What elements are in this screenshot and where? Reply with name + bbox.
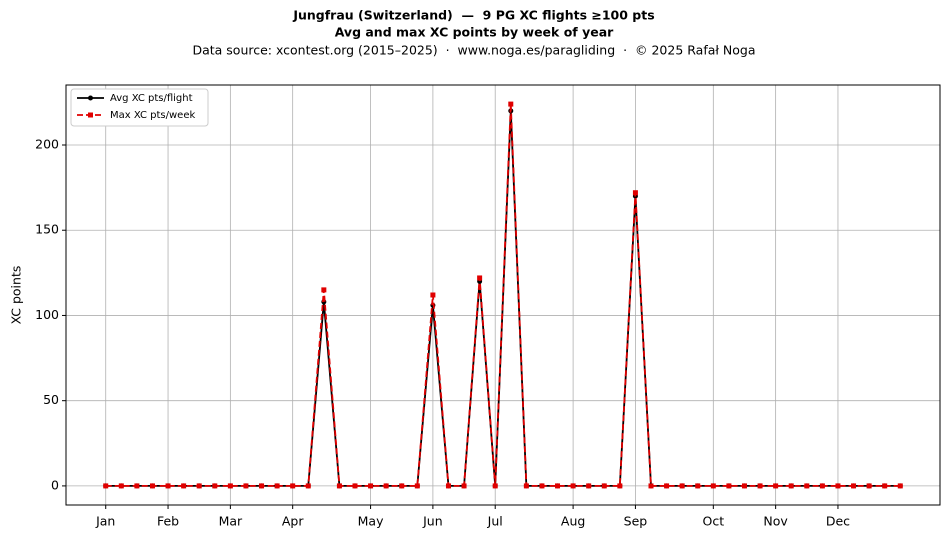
point (695, 483, 701, 489)
x-tick-label: Nov (763, 514, 788, 529)
point (321, 287, 327, 293)
point (523, 483, 529, 489)
point (710, 483, 716, 489)
point (259, 483, 265, 489)
x-tick-label: Apr (282, 514, 304, 529)
x-tick-label: Dec (826, 514, 850, 529)
point (586, 483, 592, 489)
point (804, 483, 810, 489)
point (212, 483, 218, 489)
legend-marker (88, 95, 93, 101)
point (290, 483, 296, 489)
point (196, 483, 202, 489)
point (368, 483, 374, 489)
point (570, 483, 576, 489)
y-axis-label: XC points (9, 266, 24, 325)
point (866, 483, 872, 489)
y-tick-label: 0 (51, 477, 59, 492)
point (445, 483, 451, 489)
y-tick-label: 150 (35, 222, 59, 237)
point (601, 483, 607, 489)
legend-box (70, 88, 209, 127)
point (181, 483, 187, 489)
point (430, 292, 436, 298)
point (383, 483, 389, 489)
legend: Avg XC pts/flight Max XC pts/week (70, 88, 209, 127)
point (726, 483, 732, 489)
x-tick-label: Aug (561, 514, 585, 529)
chart-subtitle: Avg and max XC points by week of year (335, 25, 614, 40)
series-line (105, 104, 901, 487)
point (165, 483, 171, 489)
point (477, 275, 483, 281)
x-tick-label: May (358, 514, 384, 529)
point (414, 483, 420, 489)
point (897, 483, 903, 489)
point (819, 483, 825, 489)
point (149, 483, 155, 489)
point (103, 483, 109, 489)
plot-frame (65, 84, 941, 506)
point (227, 483, 233, 489)
point (757, 483, 763, 489)
point (461, 483, 467, 489)
legend-label: Avg XC pts/flight (110, 93, 193, 104)
point (274, 483, 280, 489)
legend-marker (88, 112, 93, 118)
point (336, 483, 342, 489)
chart-title: Jungfrau (Switzerland) — 9 PG XC flights… (292, 8, 654, 23)
point (555, 483, 561, 489)
x-tick-label: Sep (624, 514, 648, 529)
x-tick-label: Jan (95, 514, 115, 529)
x-tick-label: Mar (219, 514, 243, 529)
point (399, 483, 405, 489)
y-tick-label: 100 (35, 307, 59, 322)
point (243, 483, 249, 489)
point (679, 483, 685, 489)
point (508, 101, 514, 107)
x-tick-label: Oct (703, 514, 725, 529)
point (773, 483, 779, 489)
point (632, 190, 638, 196)
point (617, 483, 623, 489)
point (305, 483, 311, 489)
point (134, 483, 140, 489)
point (118, 483, 124, 489)
x-tick-label: Jul (487, 514, 503, 529)
x-tick-label: Jun (422, 514, 443, 529)
point (851, 483, 857, 489)
y-tick-label: 50 (43, 392, 59, 407)
legend-label: Max XC pts/week (110, 110, 195, 121)
point (664, 483, 670, 489)
point (539, 483, 545, 489)
point (788, 483, 794, 489)
point (352, 483, 358, 489)
chart-caption: Data source: xcontest.org (2015–2025) · … (192, 43, 755, 58)
y-tick-label: 200 (35, 137, 59, 152)
x-tick-label: Feb (157, 514, 179, 529)
point (648, 483, 654, 489)
point (492, 483, 498, 489)
point (835, 483, 841, 489)
point (741, 483, 747, 489)
point (882, 483, 888, 489)
